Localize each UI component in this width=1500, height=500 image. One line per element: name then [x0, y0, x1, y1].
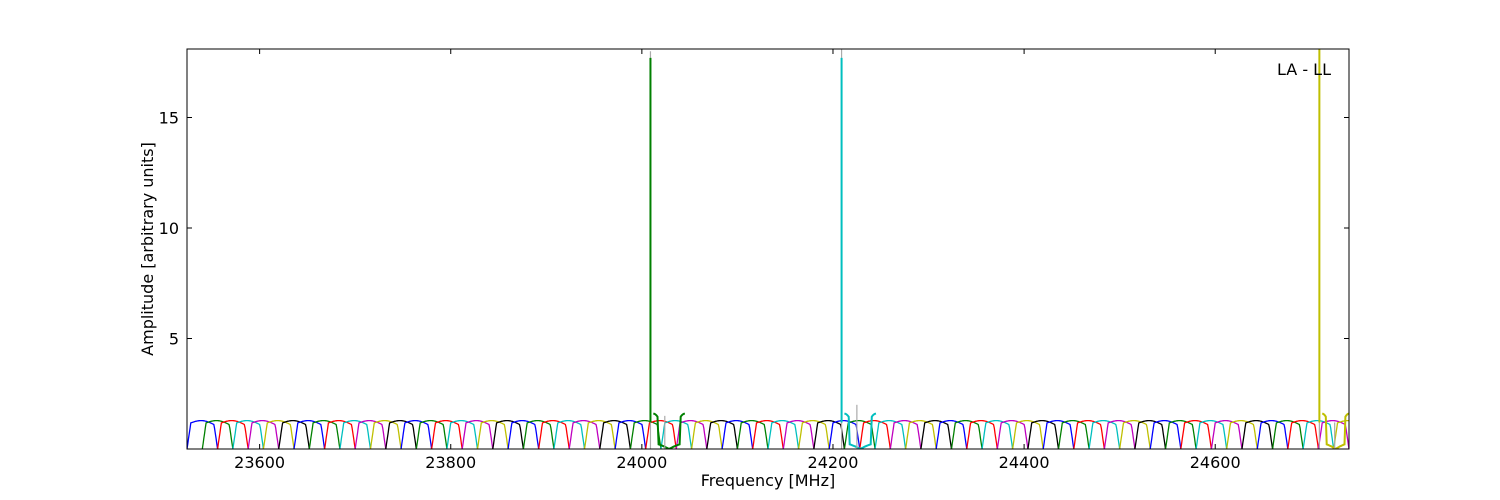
- channel-curve: [1073, 419, 1106, 449]
- y-tick-label: 15: [159, 109, 179, 128]
- channel-curve: [1011, 419, 1044, 449]
- channel-curve: [187, 419, 219, 449]
- spike-tail-curve: [653, 412, 686, 449]
- channel-curve: [614, 419, 647, 449]
- channel-curve: [415, 419, 448, 449]
- channel-curve: [828, 419, 861, 449]
- channel-curve: [385, 419, 417, 449]
- y-tick-label: 5: [169, 330, 179, 349]
- channel-curve: [1103, 419, 1136, 449]
- channel-curve: [996, 419, 1029, 449]
- channel-curve: [583, 419, 616, 449]
- channel-curve: [599, 419, 632, 449]
- channel-curve: [247, 419, 280, 449]
- channel-curve: [736, 419, 769, 449]
- channel-curve: [201, 419, 234, 449]
- x-tick-label: 24000: [616, 453, 667, 472]
- channel-curve: [629, 419, 662, 449]
- channel-curve: [430, 419, 463, 449]
- spike-tail-curve: [1321, 412, 1349, 449]
- channel-curve: [797, 419, 830, 449]
- channel-curve: [1333, 419, 1349, 449]
- channel-curve: [1057, 419, 1090, 449]
- channel-curve: [553, 419, 586, 449]
- channel-curve: [981, 419, 1014, 449]
- channel-curve: [1241, 419, 1274, 449]
- channel-curve: [966, 419, 998, 449]
- channel-curve: [446, 419, 479, 449]
- channel-curve: [1210, 419, 1243, 449]
- channel-curve: [461, 419, 494, 449]
- channel-curve: [782, 419, 815, 449]
- y-axis-label: Amplitude [arbitrary units]: [138, 142, 157, 356]
- plot-frame: [186, 48, 1350, 450]
- channel-curve: [721, 419, 754, 449]
- channel-curve: [308, 419, 341, 449]
- channel-curve: [1256, 419, 1289, 449]
- channel-curve: [216, 419, 249, 449]
- channel-curve: [492, 419, 525, 449]
- channel-curve: [1317, 419, 1349, 449]
- channel-curve: [1164, 419, 1197, 449]
- y-axis-ticks: 5 10 15: [159, 109, 1349, 349]
- channel-curve: [1088, 419, 1121, 449]
- channel-curve: [660, 419, 693, 449]
- channel-curve: [1287, 419, 1320, 449]
- channel-curve: [1042, 419, 1075, 449]
- y-tick-label: 10: [159, 219, 179, 238]
- channel-curve: [935, 419, 968, 449]
- channel-curve: [1027, 419, 1060, 449]
- channel-curve: [568, 419, 601, 449]
- channel-curve: [1271, 419, 1304, 449]
- channel-curve: [522, 419, 555, 449]
- channel-curve: [950, 419, 983, 449]
- channel-curve: [889, 419, 922, 449]
- channel-curve: [1119, 419, 1151, 449]
- channel-curve: [1195, 419, 1228, 449]
- x-tick-label: 23600: [234, 453, 285, 472]
- channel-curve: [1134, 419, 1167, 449]
- channel-curve: [369, 419, 402, 449]
- channel-curve: [538, 419, 570, 449]
- channel-curve: [690, 419, 723, 449]
- channel-curve: [232, 419, 265, 449]
- plot-annotation: LA - LL: [1277, 60, 1331, 79]
- x-axis-label: Frequency [MHz]: [701, 471, 835, 490]
- x-tick-label: 24400: [999, 453, 1050, 472]
- channel-curve: [323, 419, 356, 449]
- channel-curve: [339, 419, 372, 449]
- channel-curve: [920, 419, 953, 449]
- channel-curve: [1226, 419, 1258, 449]
- channel-curve: [813, 419, 846, 449]
- channel-curve: [1149, 419, 1182, 449]
- channel-curve: [859, 419, 891, 449]
- channel-curve: [262, 419, 295, 449]
- channel-curve: [507, 419, 540, 449]
- channel-curve: [767, 419, 800, 449]
- channel-curve: [874, 419, 907, 449]
- channel-curve: [293, 419, 326, 449]
- x-axis-ticks: 23600 23800 24000 24200 24400 24600: [234, 49, 1241, 472]
- channel-curve: [904, 419, 937, 449]
- spike-tail-curve: [844, 412, 877, 449]
- channel-curve: [400, 419, 433, 449]
- channel-curve: [476, 419, 509, 449]
- x-tick-label: 24600: [1190, 453, 1241, 472]
- channel-curve: [752, 419, 784, 449]
- channel-curve: [354, 419, 387, 449]
- x-tick-label: 23800: [425, 453, 476, 472]
- channel-curve: [278, 419, 310, 449]
- x-tick-label: 24200: [808, 453, 859, 472]
- plot-lines: [187, 49, 1349, 449]
- channel-curve: [706, 419, 739, 449]
- channel-curve: [1180, 419, 1213, 449]
